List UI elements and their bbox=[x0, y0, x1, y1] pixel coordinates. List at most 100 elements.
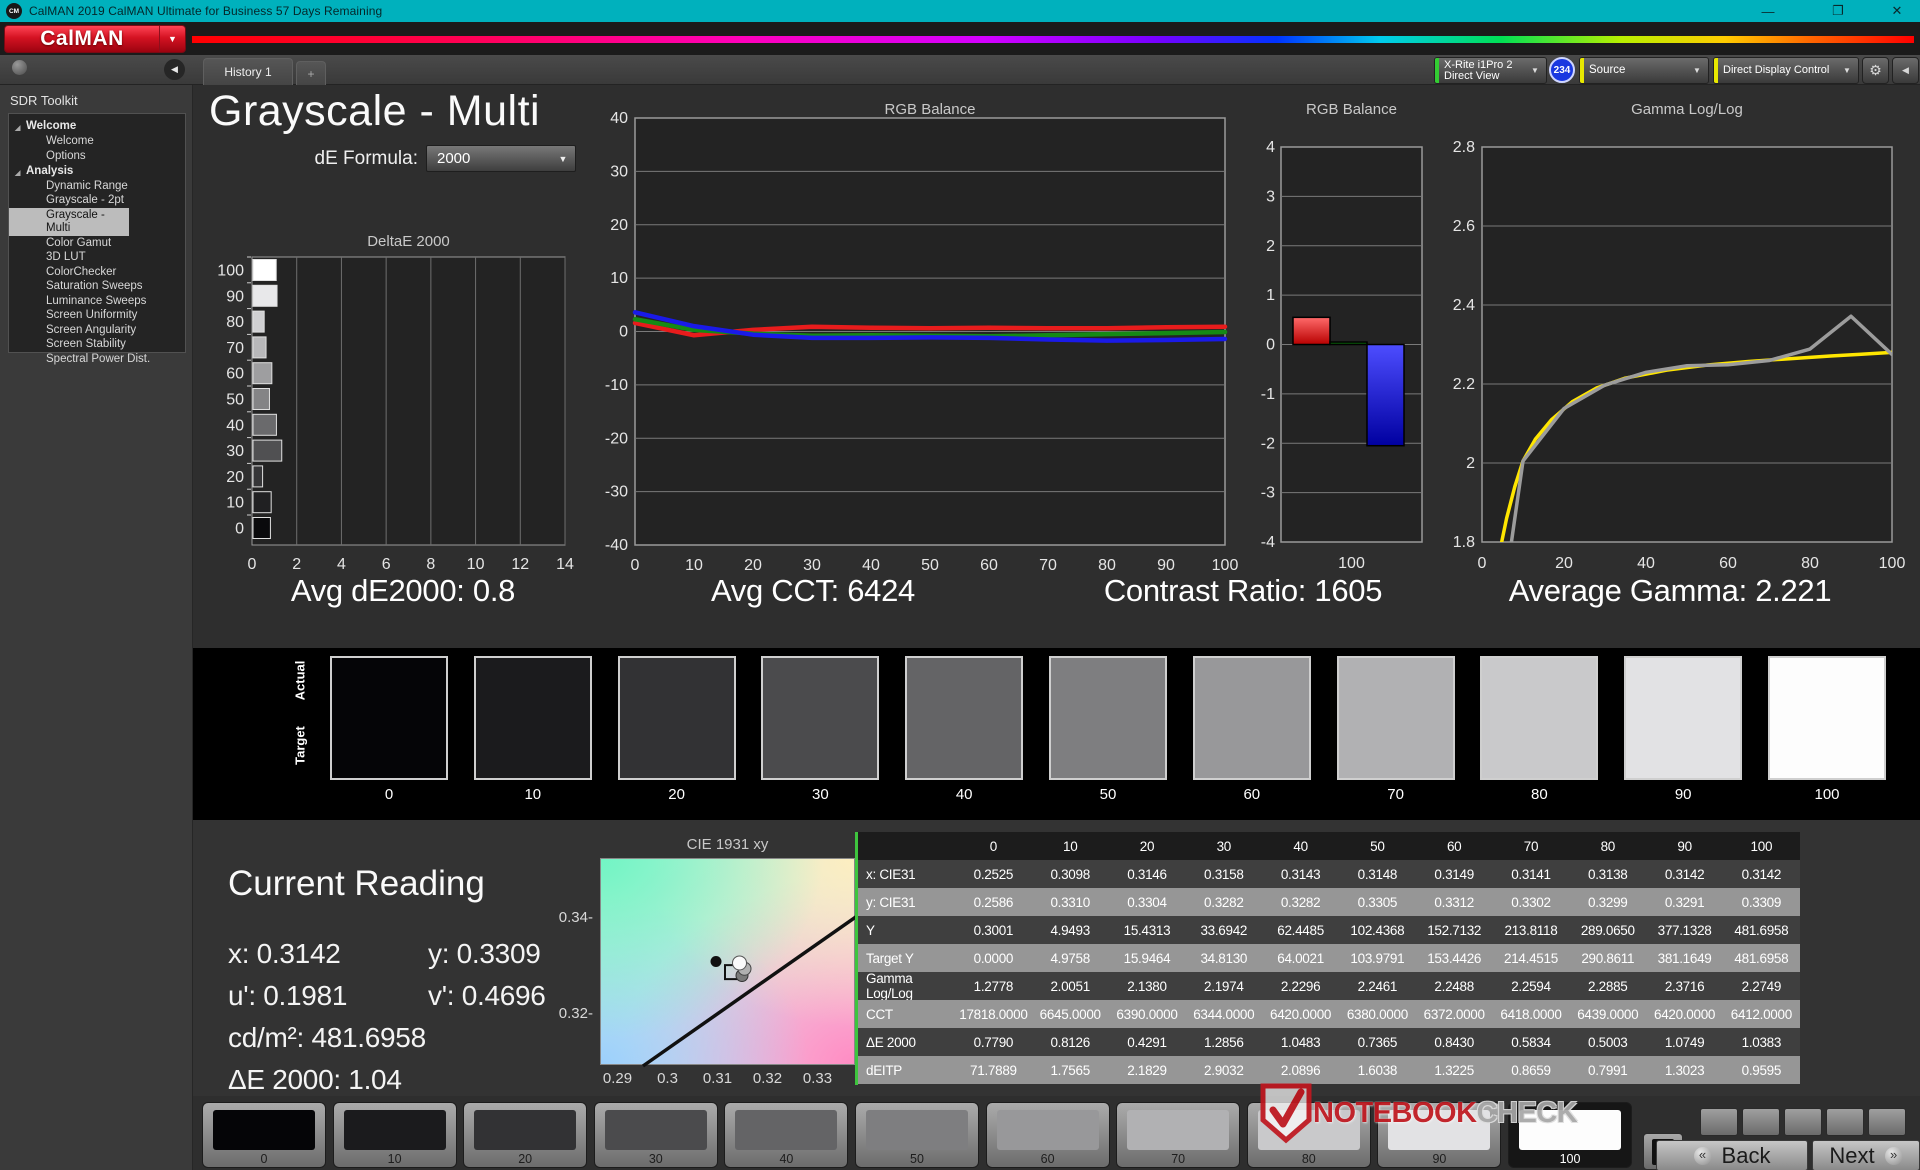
sidebar-item-dynamic-range[interactable]: Dynamic Range bbox=[46, 179, 128, 192]
reading-panel: Current Reading x: 0.3142 y: 0.3309 u': 0.… bbox=[193, 820, 1920, 1096]
tab-history-1[interactable]: History 1 bbox=[203, 58, 293, 85]
patch-button-80[interactable]: 80 bbox=[1246, 1102, 1371, 1168]
patch-chip bbox=[735, 1110, 838, 1150]
table-cell: 153.4426 bbox=[1415, 944, 1493, 972]
record-dot-icon[interactable] bbox=[12, 60, 27, 75]
table-cell: 64.0021 bbox=[1262, 944, 1339, 972]
meter-dropdown[interactable]: X-Rite i1Pro 2 Direct View ▼ bbox=[1434, 57, 1547, 84]
transport-button[interactable] bbox=[1700, 1108, 1738, 1136]
minimize-icon[interactable]: — bbox=[1761, 3, 1775, 19]
svg-text:50: 50 bbox=[921, 557, 939, 574]
table-cell: 2.9032 bbox=[1185, 1056, 1263, 1084]
calman-menu-button[interactable]: CalMAN ▼ bbox=[4, 25, 186, 53]
table-cell: 0.3148 bbox=[1338, 860, 1416, 888]
rgb-bar-chart-title: RGB Balance bbox=[1306, 101, 1397, 118]
svg-text:50: 50 bbox=[226, 392, 244, 409]
restore-icon[interactable]: ❐ bbox=[1832, 3, 1844, 18]
source-dropdown[interactable]: Source ▼ bbox=[1579, 57, 1709, 84]
table-cell: 2.1974 bbox=[1185, 972, 1263, 1000]
sidebar-item-screen-stability[interactable]: Screen Stability bbox=[46, 338, 126, 350]
back-chevron-icon: « bbox=[1693, 1146, 1712, 1165]
swatch-label: 60 bbox=[1243, 786, 1261, 803]
patch-button-30[interactable]: 30 bbox=[593, 1102, 718, 1168]
settings-button[interactable]: ⚙ bbox=[1862, 57, 1889, 84]
rgb-balance-bar-chart: 4 3 2 1 0 -1 -2 -3 -4 100 bbox=[1261, 139, 1423, 572]
swatch-label: 40 bbox=[955, 786, 973, 803]
patch-button-0[interactable]: 0 bbox=[202, 1102, 326, 1168]
table-cell: 0.3302 bbox=[1492, 888, 1570, 916]
sidebar-item-spectral-power-dist-[interactable]: Spectral Power Dist. bbox=[46, 352, 151, 365]
swatch-label: 90 bbox=[1674, 786, 1692, 803]
sidebar-item-saturation-sweeps[interactable]: Saturation Sweeps bbox=[46, 280, 143, 292]
stat-contrast-ratio: Contrast Ratio: 1605 bbox=[1103, 573, 1383, 608]
patch-button-60[interactable]: 60 bbox=[985, 1102, 1110, 1168]
sidebar-item-colorchecker[interactable]: ColorChecker bbox=[46, 265, 117, 278]
svg-text:90: 90 bbox=[1157, 557, 1175, 574]
transport-button[interactable] bbox=[1742, 1108, 1780, 1136]
svg-text:80: 80 bbox=[226, 314, 244, 331]
grayscale-swatch-60 bbox=[1192, 656, 1311, 780]
sidebar-item-grayscale-multi[interactable]: Grayscale - Multi bbox=[9, 208, 129, 236]
sidebar-collapse-icon[interactable]: ◀ bbox=[164, 59, 185, 80]
sidebar-item-welcome[interactable]: Welcome bbox=[46, 135, 94, 147]
svg-text:2.6: 2.6 bbox=[1453, 218, 1475, 235]
de-formula-dropdown[interactable]: 2000 ▼ bbox=[426, 145, 576, 172]
svg-text:80: 80 bbox=[1098, 557, 1116, 574]
svg-text:-40: -40 bbox=[605, 537, 628, 554]
table-row-label: Y bbox=[858, 916, 955, 944]
sidebar-item-screen-angularity[interactable]: Screen Angularity bbox=[46, 323, 137, 336]
cie-xtick: 0.3 bbox=[657, 1070, 678, 1087]
back-button[interactable]: « Back bbox=[1656, 1140, 1808, 1170]
sidebar-item-screen-uniformity[interactable]: Screen Uniformity bbox=[46, 309, 138, 321]
sidebar-item-3d-lut[interactable]: 3D LUT bbox=[46, 251, 86, 263]
chevron-down-icon: ▼ bbox=[1693, 66, 1701, 75]
patch-button-90[interactable]: 90 bbox=[1377, 1102, 1502, 1168]
table-cell: 6418.0000 bbox=[1492, 1000, 1570, 1028]
svg-text:60: 60 bbox=[1719, 555, 1737, 572]
sidebar-section-welcome[interactable]: ◢ Welcome bbox=[9, 119, 185, 135]
table-row-label: Target Y bbox=[858, 944, 955, 972]
patch-button-40[interactable]: 40 bbox=[724, 1102, 849, 1168]
patch-button-50[interactable]: 50 bbox=[855, 1102, 979, 1168]
patch-button-70[interactable]: 70 bbox=[1116, 1102, 1241, 1168]
patch-label: 50 bbox=[910, 1152, 924, 1166]
patch-chip bbox=[1519, 1110, 1621, 1150]
transport-button[interactable] bbox=[1784, 1108, 1822, 1136]
stat-average-gamma: Average Gamma: 2.221 bbox=[1508, 573, 1832, 608]
table-cell: 0.3143 bbox=[1262, 860, 1339, 888]
sidebar-item-grayscale-2pt[interactable]: Grayscale - 2pt bbox=[46, 194, 124, 206]
reading-line: cd/m²: 481.6958 bbox=[228, 1022, 546, 1054]
transport-button[interactable] bbox=[1868, 1108, 1906, 1136]
add-tab-button[interactable]: + bbox=[296, 61, 326, 85]
close-icon[interactable]: ✕ bbox=[1891, 3, 1903, 18]
table-row-label: Gamma Log/Log bbox=[858, 971, 955, 1001]
table-cell: 0.3142 bbox=[1646, 860, 1723, 888]
reading-value: cd/m²: 481.6958 bbox=[228, 1022, 426, 1053]
table-cell: 6390.0000 bbox=[1108, 1000, 1186, 1028]
grayscale-swatch-0 bbox=[330, 656, 448, 780]
panel-collapse-button[interactable]: ◀ bbox=[1892, 57, 1919, 84]
patch-chip bbox=[1388, 1110, 1491, 1150]
display-control-dropdown[interactable]: Direct Display Control ▼ bbox=[1713, 57, 1859, 84]
patch-button-10[interactable]: 10 bbox=[332, 1102, 457, 1168]
sidebar-item-options[interactable]: Options bbox=[46, 149, 86, 162]
sidebar-item-luminance-sweeps[interactable]: Luminance Sweeps bbox=[46, 294, 147, 307]
swatch-label: 20 bbox=[668, 786, 685, 803]
svg-text:0: 0 bbox=[1478, 555, 1487, 572]
svg-text:40: 40 bbox=[226, 417, 244, 434]
next-button[interactable]: Next » bbox=[1812, 1140, 1920, 1170]
table-cell: 0.3312 bbox=[1415, 888, 1493, 916]
swatch-label: 0 bbox=[384, 786, 394, 803]
toolbar: ◀ History 1 + X-Rite i1Pro 2 Direct View … bbox=[0, 55, 1920, 85]
sidebar-item-color-gamut[interactable]: Color Gamut bbox=[46, 236, 112, 249]
patch-button-100[interactable]: 100 bbox=[1508, 1102, 1632, 1168]
sidebar-section-analysis[interactable]: ◢ Analysis bbox=[9, 164, 185, 180]
svg-text:40: 40 bbox=[1637, 555, 1655, 572]
table-cell: 4.9493 bbox=[1031, 916, 1109, 944]
transport-button[interactable] bbox=[1826, 1108, 1864, 1136]
meter-count-badge: 234 bbox=[1549, 57, 1575, 83]
table-column-header: 30 bbox=[1185, 832, 1263, 860]
svg-text:10: 10 bbox=[226, 495, 244, 512]
patch-button-20[interactable]: 20 bbox=[463, 1102, 588, 1168]
